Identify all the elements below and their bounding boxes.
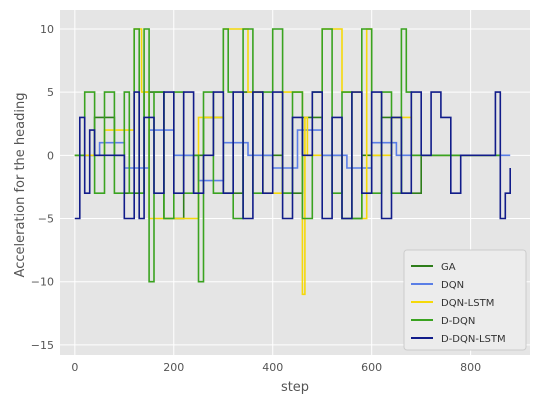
y-tick-label: 0 bbox=[47, 149, 54, 162]
x-tick-label: 0 bbox=[71, 361, 78, 374]
x-tick-label: 200 bbox=[163, 361, 184, 374]
series-line-d-dqn-lstm bbox=[74, 91, 511, 220]
y-tick-label: −15 bbox=[31, 339, 54, 352]
x-tick-label: 600 bbox=[361, 361, 382, 374]
legend-label-ga: GA bbox=[441, 262, 456, 273]
series-line-d-dqn bbox=[74, 28, 501, 283]
x-axis-label: step bbox=[281, 380, 309, 395]
legend-box bbox=[403, 249, 527, 351]
legend-label-dqn-lstm: DQN-LSTM bbox=[441, 298, 494, 309]
y-tick-label: −5 bbox=[38, 213, 54, 226]
legend-label-d-dqn: D-DQN bbox=[441, 316, 475, 327]
x-tick-labels: 0 200 400 600 800 bbox=[71, 361, 481, 374]
series-lines bbox=[74, 28, 511, 296]
legend-label-dqn: DQN bbox=[441, 280, 464, 291]
y-tick-label: 10 bbox=[40, 23, 54, 36]
legend-label-d-dqn-lstm: D-DQN-LSTM bbox=[441, 334, 506, 345]
y-axis-label: Acceleration for the heading bbox=[13, 93, 28, 278]
legend: GA DQN DQN-LSTM D-DQN D-DQN-LSTM bbox=[403, 249, 527, 351]
y-tick-labels: −15 −10 −5 0 5 10 bbox=[31, 23, 54, 352]
x-tick-label: 800 bbox=[460, 361, 481, 374]
y-tick-label: 5 bbox=[47, 86, 54, 99]
y-tick-label: −10 bbox=[31, 276, 54, 289]
x-tick-label: 400 bbox=[262, 361, 283, 374]
